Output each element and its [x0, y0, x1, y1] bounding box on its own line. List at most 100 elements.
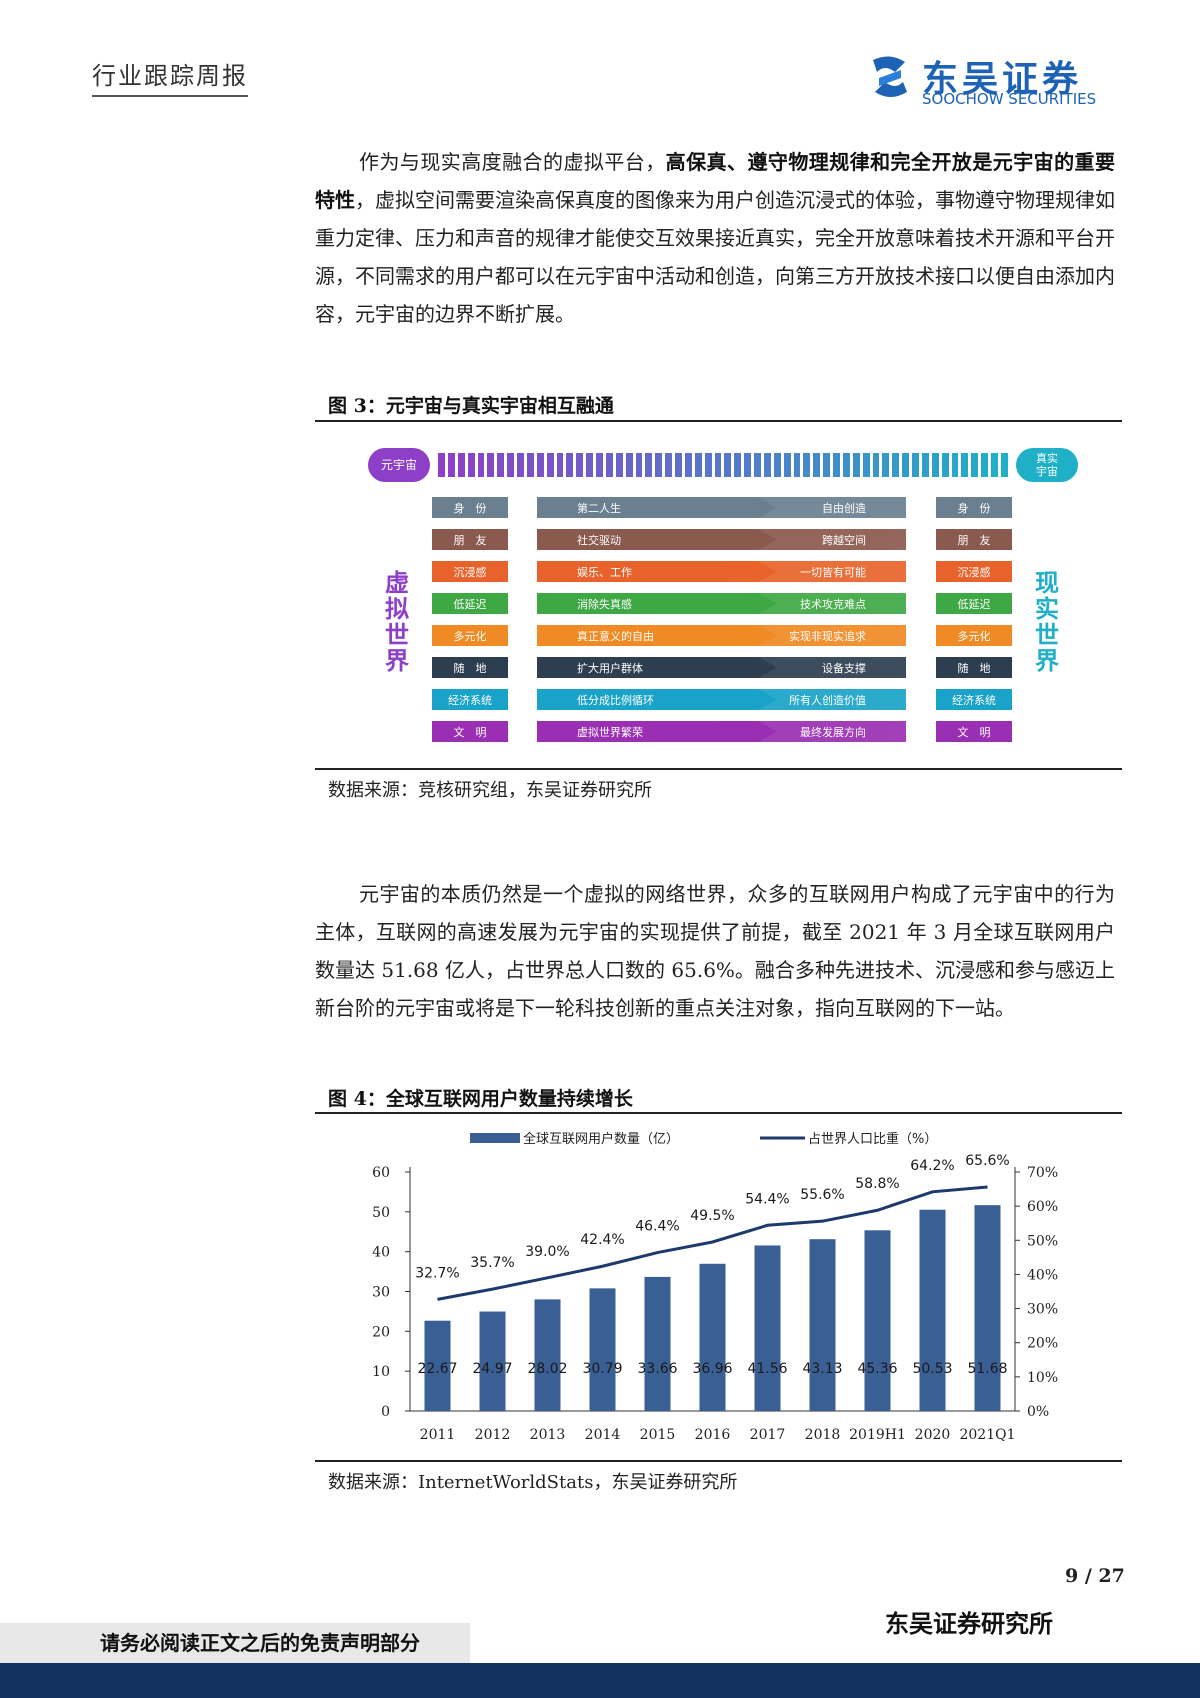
line-value-label: 58.8%: [855, 1176, 899, 1192]
row-mid-right-arrow: 技术攻克难点: [712, 593, 906, 614]
stripe: [912, 453, 919, 477]
bar-value-label: 22.67: [417, 1361, 457, 1377]
soochow-logo-icon: [873, 56, 907, 97]
line-value-label: 65.6%: [965, 1153, 1009, 1169]
stripe: [763, 453, 771, 477]
y-tick-label-left: 30: [372, 1285, 390, 1301]
row-mid-left-arrow: 低分成比例循环: [537, 689, 777, 710]
metaverse-pill: 元宇宙: [368, 448, 430, 482]
row-mid-right-arrow: 跨越空间: [712, 529, 906, 550]
stripe: [655, 453, 663, 477]
figure3-source: 数据来源：竞核研究组，东吴证券研究所: [328, 780, 652, 801]
stripe: [457, 453, 465, 477]
stripe: [635, 453, 643, 477]
bar-value-label: 24.97: [472, 1361, 512, 1377]
stripe: [931, 453, 939, 477]
stripe: [852, 453, 860, 477]
stripe: [951, 453, 959, 477]
line-value-label: 32.7%: [415, 1265, 459, 1281]
row-mid-right-arrow: 所有人创造价值: [712, 689, 906, 710]
stripe: [576, 453, 584, 477]
row-right-box: 低延迟: [936, 593, 1012, 614]
disclaimer-banner: 请务必阅读正文之后的免责声明部分: [0, 1623, 470, 1663]
x-tick-label: 2013: [530, 1427, 566, 1443]
stripe: [625, 453, 633, 477]
line-value-label: 39.0%: [525, 1244, 569, 1260]
stripe: [872, 453, 880, 477]
y-tick-label-left: 20: [372, 1324, 390, 1340]
bar: [699, 1263, 726, 1411]
y-tick-label-right: 60%: [1027, 1199, 1058, 1215]
internet-users-chart: 全球互联网用户数量（亿） 占世界人口比重（%） 0 10 20 30 40 50 60 0% 10%…: [372, 1131, 1058, 1443]
row-right-box: 经济系统: [936, 689, 1012, 710]
logo-english-name: SOOCHOW SECURITIES: [922, 90, 1097, 108]
bar: [864, 1230, 891, 1411]
y-tick-label-left: 60: [372, 1165, 390, 1181]
stripe: [596, 453, 603, 477]
footer-org-name: 东吴证券研究所: [885, 1609, 1053, 1638]
figure4-bottom-rule: [315, 1460, 1122, 1462]
row-mid-left-arrow: 扩大用户群体: [537, 657, 777, 678]
x-tick-label: 2021Q1: [959, 1427, 1015, 1443]
report-type: 行业跟踪周报: [92, 56, 248, 97]
stripe: [724, 453, 732, 477]
bar-value-label: 45.36: [857, 1361, 897, 1377]
row-left-box: 身 份: [432, 497, 508, 518]
real-world-label: 现实世界: [1035, 569, 1059, 675]
bar-value-label: 43.13: [802, 1361, 842, 1377]
stripe: [941, 453, 949, 477]
bar: [644, 1276, 671, 1411]
stripe: [665, 453, 672, 477]
figure4-title: 图 4：全球互联网用户数量持续增长: [328, 1088, 633, 1110]
row-right-box: 多元化: [936, 625, 1012, 646]
virtual-world-label: 虚拟世界: [385, 569, 409, 675]
y-tick-label-right: 40%: [1027, 1267, 1058, 1283]
row-right-box: 沉浸感: [936, 561, 1012, 582]
legend-bar-swatch: [470, 1133, 520, 1143]
share-line: [437, 1185, 988, 1301]
stripe: [862, 453, 870, 477]
y-tick-label-left: 0: [381, 1404, 390, 1420]
para2-text: 元宇宙的本质仍然是一个虚拟的网络世界，众多的互联网用户构成了元宇宙中的行为主体，…: [315, 882, 1115, 1020]
stripe: [447, 453, 455, 477]
row-mid-right-arrow: 最终发展方向: [712, 721, 906, 742]
line-value-label: 55.6%: [800, 1187, 844, 1203]
stripe: [438, 453, 445, 477]
intro-paragraph: 作为与现实高度融合的虚拟平台，高保真、遵守物理规律和完全开放是元宇宙的重要特性，…: [315, 143, 1115, 333]
real-universe-pill-label: 真实宇宙: [1036, 452, 1058, 478]
footer-band: [0, 1663, 1200, 1698]
stripe: [793, 453, 801, 477]
stripe: [813, 453, 821, 477]
row-mid-left-arrow: 娱乐、工作: [537, 561, 777, 582]
row-left-box: 随 地: [432, 657, 508, 678]
stripe: [773, 453, 781, 477]
figure3-top-rule: [315, 420, 1122, 422]
bar-value-label: 30.79: [582, 1361, 622, 1377]
row-mid-right-arrow: 一切皆有可能: [712, 561, 906, 582]
stripe: [645, 453, 653, 477]
stripe: [517, 453, 524, 477]
stripe: [803, 453, 811, 477]
stripe: [605, 453, 613, 477]
row-mid-right-arrow: 设备支撑: [712, 657, 906, 678]
bar-value-label: 28.02: [527, 1361, 567, 1377]
gradient-stripes: [438, 453, 1008, 477]
row-left-box: 朋 友: [432, 529, 508, 550]
y-tick-label-right: 0%: [1027, 1404, 1049, 1420]
x-tick-label: 2017: [750, 1427, 786, 1443]
stripe: [497, 453, 505, 477]
x-tick-label: 2016: [695, 1427, 731, 1443]
stripe: [754, 453, 761, 477]
bar-value-label: 33.66: [637, 1361, 677, 1377]
stripe: [1000, 453, 1008, 477]
x-tick-label: 2020: [915, 1427, 951, 1443]
stripe: [921, 453, 929, 477]
x-tick-label: 2015: [640, 1427, 676, 1443]
stripe: [882, 453, 890, 477]
y-tick-label-left: 10: [372, 1364, 390, 1380]
stripe: [546, 453, 554, 477]
stripe: [734, 453, 742, 477]
row-mid-left-arrow: 社交驱动: [537, 529, 777, 550]
y-tick-label-right: 30%: [1027, 1302, 1058, 1318]
stripe: [467, 453, 475, 477]
